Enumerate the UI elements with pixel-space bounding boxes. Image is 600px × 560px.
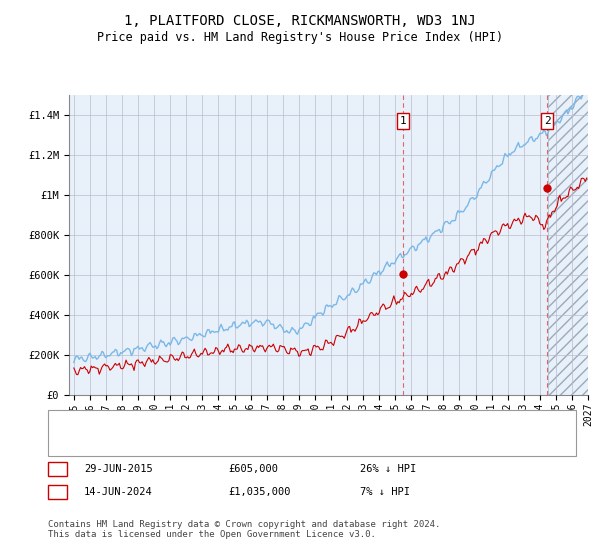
Text: ——: —— (60, 417, 75, 430)
Text: 29-JUN-2015: 29-JUN-2015 (84, 464, 153, 474)
Text: 1: 1 (400, 116, 407, 126)
Text: 1, PLAITFORD CLOSE, RICKMANSWORTH, WD3 1NJ: 1, PLAITFORD CLOSE, RICKMANSWORTH, WD3 1… (124, 14, 476, 28)
Text: 14-JUN-2024: 14-JUN-2024 (84, 487, 153, 497)
Text: 7% ↓ HPI: 7% ↓ HPI (360, 487, 410, 497)
Text: Price paid vs. HM Land Registry's House Price Index (HPI): Price paid vs. HM Land Registry's House … (97, 31, 503, 44)
Text: £1,035,000: £1,035,000 (228, 487, 290, 497)
Text: 1: 1 (54, 464, 61, 474)
Text: 26% ↓ HPI: 26% ↓ HPI (360, 464, 416, 474)
Text: ——: —— (60, 437, 75, 450)
Text: Contains HM Land Registry data © Crown copyright and database right 2024.
This d: Contains HM Land Registry data © Crown c… (48, 520, 440, 539)
Text: 2: 2 (544, 116, 550, 126)
Text: £605,000: £605,000 (228, 464, 278, 474)
Text: 2: 2 (54, 487, 61, 497)
Text: 1, PLAITFORD CLOSE, RICKMANSWORTH, WD3 1NJ (detached house): 1, PLAITFORD CLOSE, RICKMANSWORTH, WD3 1… (99, 418, 468, 428)
Text: HPI: Average price, detached house, Three Rivers: HPI: Average price, detached house, Thre… (99, 438, 399, 449)
